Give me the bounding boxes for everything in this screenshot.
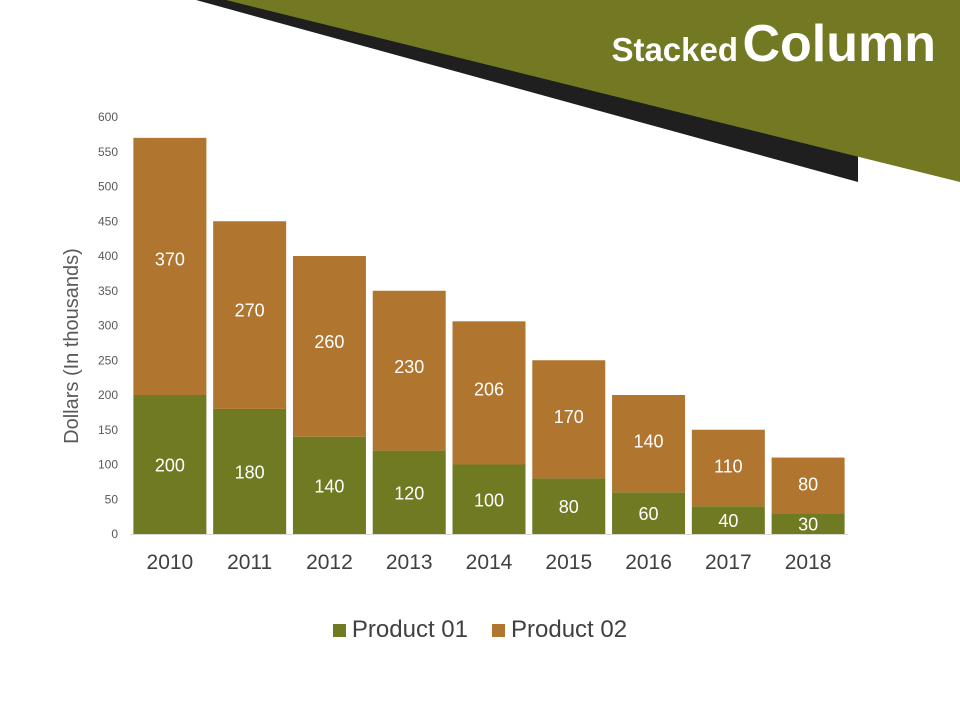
y-tick-label: 600 bbox=[98, 110, 118, 124]
title-part-1: Stacked bbox=[611, 31, 739, 68]
legend-item-product-02: Product 02 bbox=[492, 616, 627, 644]
bar-segment-product-01 bbox=[691, 506, 765, 534]
data-label-product-02: 110 bbox=[714, 457, 743, 477]
x-tick-label: 2017 bbox=[705, 551, 752, 574]
bar-segment-product-01 bbox=[213, 408, 287, 534]
data-label-product-02: 260 bbox=[314, 332, 344, 352]
legend-label: Product 02 bbox=[511, 616, 628, 643]
bar-segment-product-02 bbox=[771, 457, 845, 514]
bar-segment-product-01 bbox=[292, 436, 366, 534]
bar-segment-product-01 bbox=[612, 492, 686, 534]
data-label-product-02: 170 bbox=[554, 407, 584, 427]
chart-legend: Product 01 Product 02 bbox=[0, 616, 960, 644]
data-label-product-01: 100 bbox=[474, 490, 504, 510]
y-axis-ticks: 0 50 100 150 200 250 300 350 400 450 500 550 600 bbox=[98, 110, 118, 541]
x-tick-label: 2012 bbox=[306, 551, 353, 574]
x-tick-label: 2013 bbox=[386, 551, 433, 574]
y-tick-label: 350 bbox=[98, 284, 118, 298]
data-label-product-02: 206 bbox=[474, 380, 504, 400]
data-label-product-01: 40 bbox=[718, 511, 738, 531]
x-axis-ticks: 2010 2011 2012 2013 2014 2015 2016 2017 2018 bbox=[147, 551, 832, 574]
bar-segment-product-02 bbox=[292, 256, 366, 437]
x-tick-label: 2010 bbox=[147, 551, 194, 574]
y-tick-label: 550 bbox=[98, 145, 118, 159]
data-label-product-01: 120 bbox=[394, 483, 424, 503]
bars: 200 370 180 270 140 260 120 230 100 206 80 170 60 140… bbox=[133, 137, 845, 535]
slide-title: Stacked Column bbox=[611, 14, 936, 74]
x-tick-label: 2014 bbox=[466, 551, 513, 574]
bar-segment-product-02 bbox=[532, 360, 606, 479]
data-label-product-01: 200 bbox=[155, 456, 185, 476]
title-banner bbox=[196, 0, 960, 182]
legend-swatch-product-02 bbox=[492, 623, 505, 637]
bar-segment-product-01 bbox=[532, 478, 606, 534]
bar-segment-product-02 bbox=[612, 395, 686, 493]
banner-band bbox=[226, 0, 960, 182]
bar-segment-product-02 bbox=[372, 290, 446, 451]
y-tick-label: 400 bbox=[98, 249, 118, 263]
title-part-2: Column bbox=[742, 15, 936, 73]
y-tick-label: 100 bbox=[98, 458, 118, 472]
bar-segment-product-02 bbox=[691, 429, 765, 507]
x-tick-label: 2018 bbox=[785, 551, 832, 574]
y-tick-label: 250 bbox=[98, 353, 118, 367]
legend-item-product-01: Product 01 bbox=[332, 616, 468, 644]
y-tick-label: 200 bbox=[98, 388, 118, 402]
data-label-product-02: 370 bbox=[155, 250, 185, 270]
data-label-product-01: 30 bbox=[798, 515, 818, 535]
y-tick-label: 0 bbox=[111, 527, 118, 541]
data-label-product-02: 140 bbox=[634, 432, 664, 452]
data-label-product-02: 270 bbox=[235, 300, 265, 320]
bar-segment-product-02 bbox=[452, 321, 526, 465]
y-tick-label: 500 bbox=[98, 180, 118, 194]
y-tick-label: 150 bbox=[98, 423, 118, 437]
data-label-product-01: 80 bbox=[559, 497, 579, 517]
bar-segment-product-01 bbox=[452, 464, 526, 534]
legend-label: Product 01 bbox=[351, 616, 468, 643]
y-tick-label: 50 bbox=[105, 492, 119, 506]
y-tick-label: 300 bbox=[98, 319, 118, 333]
x-tick-label: 2011 bbox=[227, 551, 272, 574]
bar-segment-product-02 bbox=[213, 221, 287, 409]
x-tick-label: 2016 bbox=[625, 551, 672, 574]
data-label-product-02: 230 bbox=[394, 357, 424, 377]
data-label-product-01: 60 bbox=[639, 504, 659, 524]
bar-segment-product-02 bbox=[133, 137, 207, 395]
data-label-product-01: 180 bbox=[235, 462, 265, 482]
data-label-product-01: 140 bbox=[314, 476, 344, 496]
y-axis-label: Dollars (In thousands) bbox=[61, 248, 83, 444]
bar-segment-product-01 bbox=[771, 513, 845, 534]
legend-swatch-product-01 bbox=[332, 623, 346, 637]
bar-segment-product-01 bbox=[133, 395, 207, 534]
data-label-product-02: 80 bbox=[798, 475, 818, 495]
bar-segment-product-01 bbox=[372, 450, 446, 534]
y-tick-label: 450 bbox=[98, 214, 118, 228]
x-tick-label: 2015 bbox=[545, 551, 592, 574]
